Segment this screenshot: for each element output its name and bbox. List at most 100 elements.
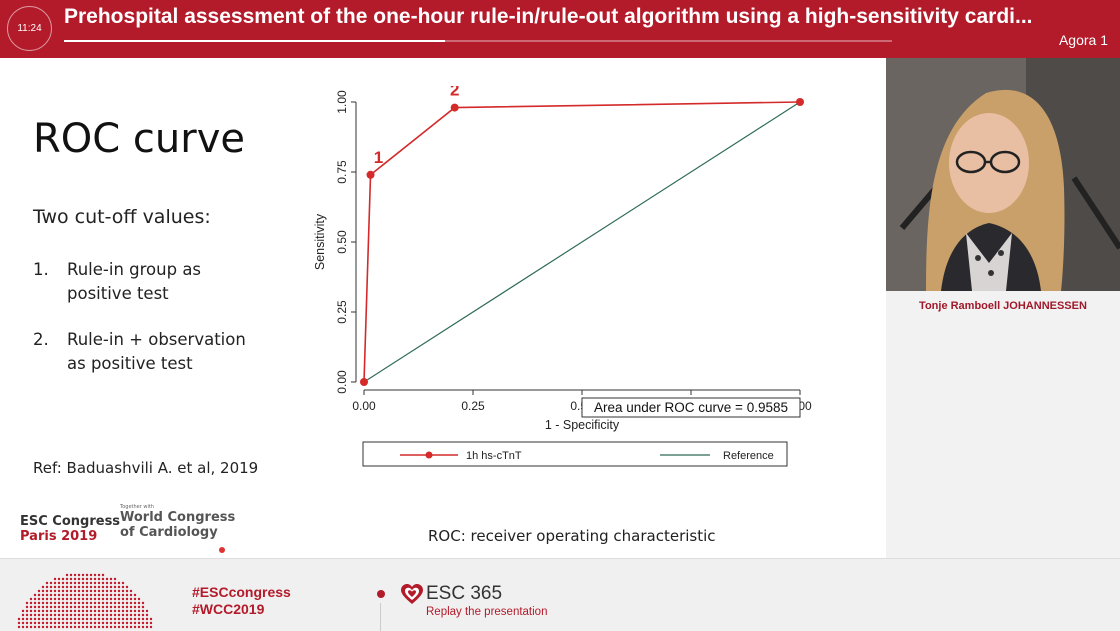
cutoff-list: 1. Rule-in group as positive test 2. Rul… — [33, 258, 257, 398]
globe-dot — [61, 617, 65, 621]
globe-dot — [89, 617, 93, 621]
slide-title: ROC curve — [33, 116, 245, 162]
progress-bar[interactable] — [64, 40, 892, 42]
globe-dot — [93, 601, 97, 605]
globe-dot — [141, 605, 145, 609]
hashtags: #ESCcongress #WCC2019 — [192, 584, 291, 618]
globe-dot — [101, 589, 105, 593]
globe-dot — [97, 601, 101, 605]
globe-dot — [105, 577, 109, 581]
globe-dot — [125, 625, 129, 629]
globe-dot — [137, 597, 141, 601]
globe-dot — [33, 609, 37, 613]
globe-dot — [113, 597, 117, 601]
globe-dot — [101, 577, 105, 581]
globe-dot — [41, 589, 45, 593]
globe-dot — [137, 609, 141, 613]
globe-dot — [137, 613, 141, 617]
globe-dot — [45, 593, 49, 597]
globe-dot — [41, 609, 45, 613]
globe-dot — [113, 589, 117, 593]
globe-dot — [97, 577, 101, 581]
globe-dot — [121, 625, 125, 629]
globe-dot — [121, 597, 125, 601]
globe-dot — [89, 585, 93, 589]
globe-dot — [77, 621, 81, 625]
globe-dot — [105, 605, 109, 609]
globe-dot — [65, 577, 69, 581]
globe-dot — [37, 625, 41, 629]
globe-dot — [69, 625, 73, 629]
globe-dot — [85, 625, 89, 629]
globe-dot — [69, 593, 73, 597]
globe-dot — [93, 621, 97, 625]
globe-dot — [81, 621, 85, 625]
globe-dot — [85, 621, 89, 625]
auc-text: Area under ROC curve = 0.9585 — [594, 400, 788, 415]
globe-dot — [61, 585, 65, 589]
globe-dot — [125, 617, 129, 621]
globe-dot — [109, 577, 113, 581]
globe-dot — [133, 617, 137, 621]
globe-dot — [33, 621, 37, 625]
globe-dot — [33, 617, 37, 621]
globe-dot — [105, 581, 109, 585]
globe-dot — [69, 573, 73, 577]
globe-dot — [81, 609, 85, 613]
speaker-video — [886, 58, 1120, 291]
globe-dot — [121, 601, 125, 605]
globe-dot — [29, 625, 33, 629]
globe-dot — [65, 621, 69, 625]
globe-dot — [21, 609, 25, 613]
globe-dot — [53, 601, 57, 605]
globe-dot — [109, 585, 113, 589]
globe-dot — [105, 597, 109, 601]
globe-dot — [101, 621, 105, 625]
globe-dot — [77, 597, 81, 601]
slide-panel: ROC curve Two cut-off values: 1. Rule-in… — [0, 58, 886, 558]
globe-dot — [137, 601, 141, 605]
header-bar: 11:24 Prehospital assessment of the one-… — [0, 0, 1120, 58]
globe-dot — [29, 601, 33, 605]
globe-dot — [129, 617, 133, 621]
globe-dot — [73, 581, 77, 585]
globe-dot — [117, 605, 121, 609]
globe-dot — [117, 589, 121, 593]
globe-dot — [145, 621, 149, 625]
globe-dot — [53, 577, 57, 581]
globe-dot — [49, 585, 53, 589]
globe-dot — [73, 609, 77, 613]
wcc-logo: Together with World Congress of Cardiolo… — [120, 504, 235, 540]
globe-dot — [81, 573, 85, 577]
globe-dot — [113, 581, 117, 585]
separator-line — [380, 603, 381, 631]
separator-dot — [377, 590, 385, 598]
globe-dot — [133, 601, 137, 605]
globe-dot — [113, 585, 117, 589]
point-label: 2 — [450, 86, 459, 100]
clock-badge: 11:24 — [7, 6, 52, 51]
globe-dot — [145, 609, 149, 613]
globe-dot — [89, 581, 93, 585]
globe-dot — [45, 581, 49, 585]
globe-dot — [77, 573, 81, 577]
globe-dot — [77, 577, 81, 581]
globe-dot — [113, 577, 117, 581]
globe-dot — [53, 609, 57, 613]
globe-dot — [141, 613, 145, 617]
globe-dot — [137, 625, 141, 629]
globe-dot — [61, 613, 65, 617]
globe-dot — [117, 593, 121, 597]
globe-dot — [29, 597, 33, 601]
esc-logo-line2: Paris 2019 — [20, 529, 98, 544]
roc-point — [450, 103, 459, 112]
globe-dot — [145, 613, 149, 617]
globe-dot — [105, 617, 109, 621]
globe-dot — [53, 625, 57, 629]
globe-dot — [21, 621, 25, 625]
globe-dot — [61, 625, 65, 629]
globe-dot — [73, 601, 77, 605]
globe-dot — [89, 601, 93, 605]
roc-point — [366, 170, 375, 179]
globe-dot — [109, 613, 113, 617]
